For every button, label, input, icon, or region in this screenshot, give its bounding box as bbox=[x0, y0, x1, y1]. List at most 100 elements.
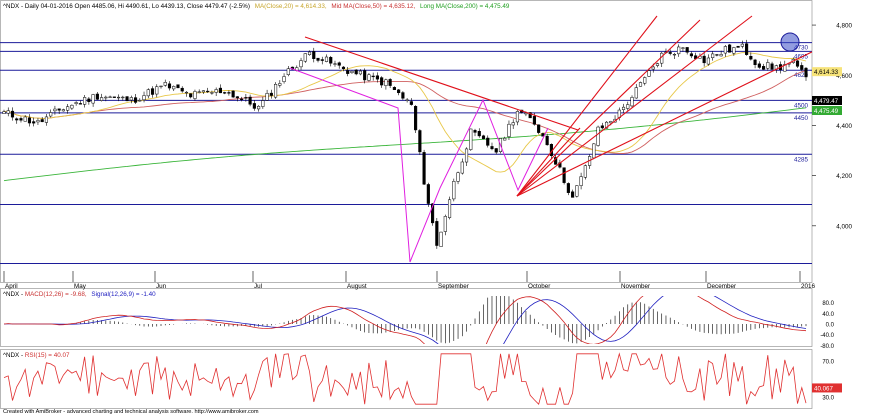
candle-body bbox=[566, 183, 570, 193]
candle-body bbox=[100, 97, 104, 101]
price-tick-label: 4,200 bbox=[836, 173, 852, 180]
candle-body bbox=[609, 121, 613, 124]
candle-body bbox=[677, 46, 681, 55]
close-value-tag-bg bbox=[812, 95, 842, 105]
candle-body bbox=[133, 97, 138, 103]
value-tags: 4,614.33 4,479.47 4,475.49 40.067 bbox=[812, 67, 842, 393]
candle-body bbox=[766, 62, 770, 69]
candle-body bbox=[180, 87, 184, 92]
macd-tick-label: 80.0 bbox=[822, 301, 834, 307]
price-tick-label: 4,000 bbox=[836, 223, 852, 230]
ma200-line bbox=[3, 107, 807, 182]
candle-body bbox=[210, 92, 214, 94]
rsi-layer bbox=[3, 352, 807, 405]
price-tick-label: 4,600 bbox=[836, 73, 852, 80]
highlight-circle bbox=[780, 32, 800, 52]
candle-body bbox=[524, 112, 528, 115]
candle-body bbox=[630, 97, 634, 107]
candle-body bbox=[672, 53, 677, 56]
candle-body bbox=[167, 83, 172, 89]
candle-body bbox=[324, 56, 329, 62]
candle-body bbox=[447, 199, 452, 218]
candle-body bbox=[375, 75, 379, 80]
macd-layer bbox=[3, 296, 807, 344]
candle-body bbox=[91, 94, 95, 104]
candle-body bbox=[27, 117, 32, 124]
candle-body bbox=[163, 82, 167, 86]
candle-body bbox=[431, 203, 435, 224]
candle-body bbox=[575, 185, 579, 197]
candle-body bbox=[2, 111, 6, 114]
candle-body bbox=[689, 53, 693, 57]
candle-body bbox=[651, 66, 655, 70]
candle-body bbox=[719, 54, 723, 57]
candle-body bbox=[70, 104, 74, 109]
candle-body bbox=[537, 124, 541, 133]
candle-body bbox=[715, 54, 719, 56]
candle-body bbox=[252, 103, 256, 109]
candle-body bbox=[112, 96, 116, 98]
candle-body bbox=[193, 91, 197, 99]
candle-body bbox=[74, 102, 78, 104]
candle-body bbox=[104, 96, 108, 99]
candle-body bbox=[61, 109, 65, 112]
candle-body bbox=[804, 67, 808, 78]
candle-body bbox=[83, 97, 87, 105]
candle-body bbox=[600, 125, 604, 129]
candle-body bbox=[299, 60, 303, 68]
macd-header: ^NDX - MACD(12,26) = -9.68, Signal(12,26… bbox=[3, 291, 156, 298]
candle-body bbox=[371, 75, 375, 78]
candle-body bbox=[189, 93, 193, 98]
candle-body bbox=[19, 118, 23, 121]
candle-body bbox=[10, 110, 15, 118]
ma200-legend: Long MA(Close,200) = 4,475.49 bbox=[420, 3, 510, 10]
candle-body bbox=[481, 135, 486, 140]
candle-body bbox=[218, 87, 222, 94]
fan-trendline bbox=[516, 127, 581, 197]
candle-body bbox=[129, 97, 133, 101]
candle-body bbox=[184, 91, 189, 94]
candle-body bbox=[486, 137, 490, 146]
candle-body bbox=[655, 63, 660, 66]
candle-body bbox=[201, 90, 206, 93]
candle-body bbox=[261, 100, 265, 107]
candle-body bbox=[409, 101, 413, 105]
candle-body bbox=[740, 43, 744, 47]
macd-tick-label: -80.0 bbox=[820, 344, 834, 350]
rsi-tick-label: 30.0 bbox=[822, 396, 834, 402]
candle-body bbox=[53, 108, 57, 112]
candle-body bbox=[452, 181, 456, 200]
macd-tick-label: -40.0 bbox=[820, 333, 834, 339]
signal-legend: Signal(12,26,9) = -1.40 bbox=[91, 291, 156, 298]
candle-body bbox=[150, 88, 155, 95]
candle-body bbox=[350, 70, 354, 73]
level-label: 4285 bbox=[794, 156, 809, 163]
fan-trendline bbox=[516, 19, 701, 197]
grid-layer bbox=[3, 271, 801, 282]
candle-body bbox=[762, 66, 766, 70]
month-label: November bbox=[621, 283, 650, 290]
candle-body bbox=[6, 110, 10, 114]
candle-body bbox=[749, 56, 753, 60]
candle-body bbox=[384, 79, 388, 86]
candle-body bbox=[333, 63, 337, 65]
candle-body bbox=[231, 90, 235, 98]
candle-body bbox=[341, 66, 346, 70]
candle-body bbox=[753, 59, 757, 65]
candle-body bbox=[405, 99, 409, 101]
candle-body bbox=[736, 45, 740, 48]
candle-body bbox=[248, 96, 252, 105]
candle-body bbox=[66, 106, 70, 111]
candle-body bbox=[702, 55, 706, 64]
candle-body bbox=[329, 57, 333, 64]
price-header-symbol: ^NDX - Daily 04-01-2016 Open 4485.06, Hi… bbox=[3, 3, 250, 10]
candle-body bbox=[286, 68, 290, 75]
price-header: ^NDX - Daily 04-01-2016 Open 4485.06, Hi… bbox=[3, 3, 510, 10]
rsi-header: ^NDX - RSI(15) = 40.07 bbox=[3, 352, 70, 359]
ma20-line bbox=[3, 52, 807, 173]
candle-body bbox=[503, 137, 507, 141]
candle-body bbox=[745, 43, 749, 55]
month-label: May bbox=[74, 283, 87, 290]
